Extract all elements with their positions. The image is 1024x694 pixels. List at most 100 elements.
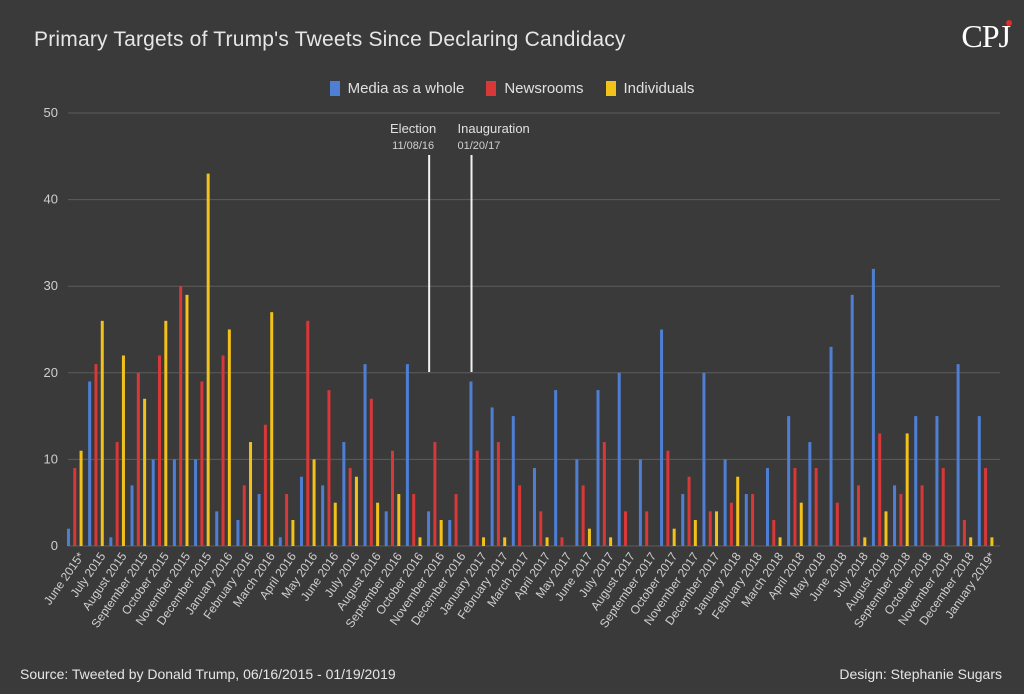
bar-newsrooms: [179, 286, 183, 546]
bar-media: [787, 416, 791, 546]
bars: [66, 173, 994, 546]
bar-individuals: [185, 294, 189, 546]
legend-swatch-individuals: [605, 81, 616, 96]
bar-newsrooms: [687, 476, 691, 546]
bar-media: [257, 494, 261, 546]
annotation-date: 01/20/17: [458, 140, 501, 152]
bar-media: [681, 494, 685, 546]
bar-individuals: [397, 494, 401, 546]
bar-media: [829, 346, 833, 546]
bar-newsrooms: [941, 468, 945, 546]
bar-media: [405, 364, 409, 546]
bar-individuals: [693, 520, 697, 546]
annotation-label: Inauguration: [458, 121, 530, 136]
legend-item-newsrooms: Newsrooms: [486, 80, 584, 97]
bar-media: [215, 511, 219, 546]
bar-individuals: [291, 520, 295, 546]
bar-newsrooms: [602, 442, 606, 546]
bar-newsrooms: [984, 468, 988, 546]
bar-media: [88, 381, 92, 546]
legend-item-media: Media as a whole: [329, 80, 465, 97]
legend-label-individuals: Individuals: [623, 80, 695, 97]
legend-swatch-media: [329, 81, 340, 96]
bar-media: [893, 485, 897, 546]
annotations: Election 11/08/16 Inauguration 01/20/17: [390, 121, 530, 372]
bar-newsrooms: [391, 450, 395, 546]
bar-newsrooms: [136, 372, 140, 546]
bar-newsrooms: [348, 468, 352, 546]
bar-newsrooms: [475, 450, 479, 546]
bar-individuals: [376, 502, 380, 546]
bar-media: [532, 468, 536, 546]
bar-media: [342, 442, 346, 546]
bar-newsrooms: [412, 494, 416, 546]
bar-media: [278, 537, 282, 546]
bar-media: [977, 416, 981, 546]
bar-individuals: [736, 476, 740, 546]
bar-individuals: [333, 502, 337, 546]
bar-individuals: [609, 537, 613, 546]
y-axis: 0 10 20 30 40 50: [44, 105, 58, 553]
bar-individuals: [100, 320, 104, 546]
bar-media: [638, 459, 642, 546]
bar-newsrooms: [581, 485, 585, 546]
bar-media: [702, 372, 706, 546]
bar-individuals: [354, 476, 358, 546]
bar-newsrooms: [518, 485, 522, 546]
bar-newsrooms: [115, 442, 119, 546]
source-note: Source: Tweeted by Donald Trump, 06/16/2…: [20, 666, 396, 682]
bar-media: [236, 520, 240, 546]
bar-individuals: [884, 511, 888, 546]
bar-media: [299, 476, 303, 546]
bar-individuals: [79, 450, 83, 546]
bar-media: [554, 390, 558, 546]
bar-individuals: [312, 459, 316, 546]
bar-newsrooms: [920, 485, 924, 546]
bar-newsrooms: [772, 520, 776, 546]
bar-newsrooms: [835, 502, 839, 546]
cpj-logo: CPJ: [961, 18, 1012, 54]
bar-media: [130, 485, 134, 546]
bar-media: [194, 459, 198, 546]
bar-newsrooms: [708, 511, 712, 546]
bar-media: [660, 329, 664, 546]
bar-newsrooms: [857, 485, 861, 546]
legend-label-media: Media as a whole: [347, 80, 465, 97]
bar-media: [575, 459, 579, 546]
bar-individuals: [164, 320, 168, 546]
bar-individuals: [587, 528, 591, 546]
bar-newsrooms: [666, 450, 670, 546]
bar-newsrooms: [496, 442, 500, 546]
bar-newsrooms: [433, 442, 437, 546]
y-tick-label: 10: [44, 451, 58, 466]
bar-newsrooms: [793, 468, 797, 546]
bar-newsrooms: [327, 390, 331, 546]
bar-individuals: [439, 520, 443, 546]
bar-individuals: [715, 511, 719, 546]
bar-newsrooms: [158, 355, 162, 546]
bar-media: [956, 364, 960, 546]
bar-individuals: [672, 528, 676, 546]
logo-dot: [1006, 20, 1012, 26]
bar-media: [808, 442, 812, 546]
bar-individuals: [206, 173, 210, 546]
bar-newsrooms: [645, 511, 649, 546]
y-tick-label: 50: [44, 105, 58, 120]
bar-individuals: [227, 329, 231, 546]
bar-newsrooms: [729, 502, 733, 546]
bar-newsrooms: [624, 511, 628, 546]
legend-item-individuals: Individuals: [605, 80, 695, 97]
bar-newsrooms: [94, 364, 98, 546]
y-tick-label: 20: [44, 365, 58, 380]
bar-media: [871, 268, 875, 546]
annotation-date: 11/08/16: [392, 140, 434, 152]
y-tick-label: 40: [44, 192, 58, 207]
chart-title: Primary Targets of Trump's Tweets Since …: [34, 28, 626, 51]
bar-newsrooms: [962, 520, 966, 546]
bar-newsrooms: [814, 468, 818, 546]
bar-newsrooms: [539, 511, 543, 546]
annotation-label: Election: [390, 121, 436, 136]
bar-media: [850, 294, 854, 546]
